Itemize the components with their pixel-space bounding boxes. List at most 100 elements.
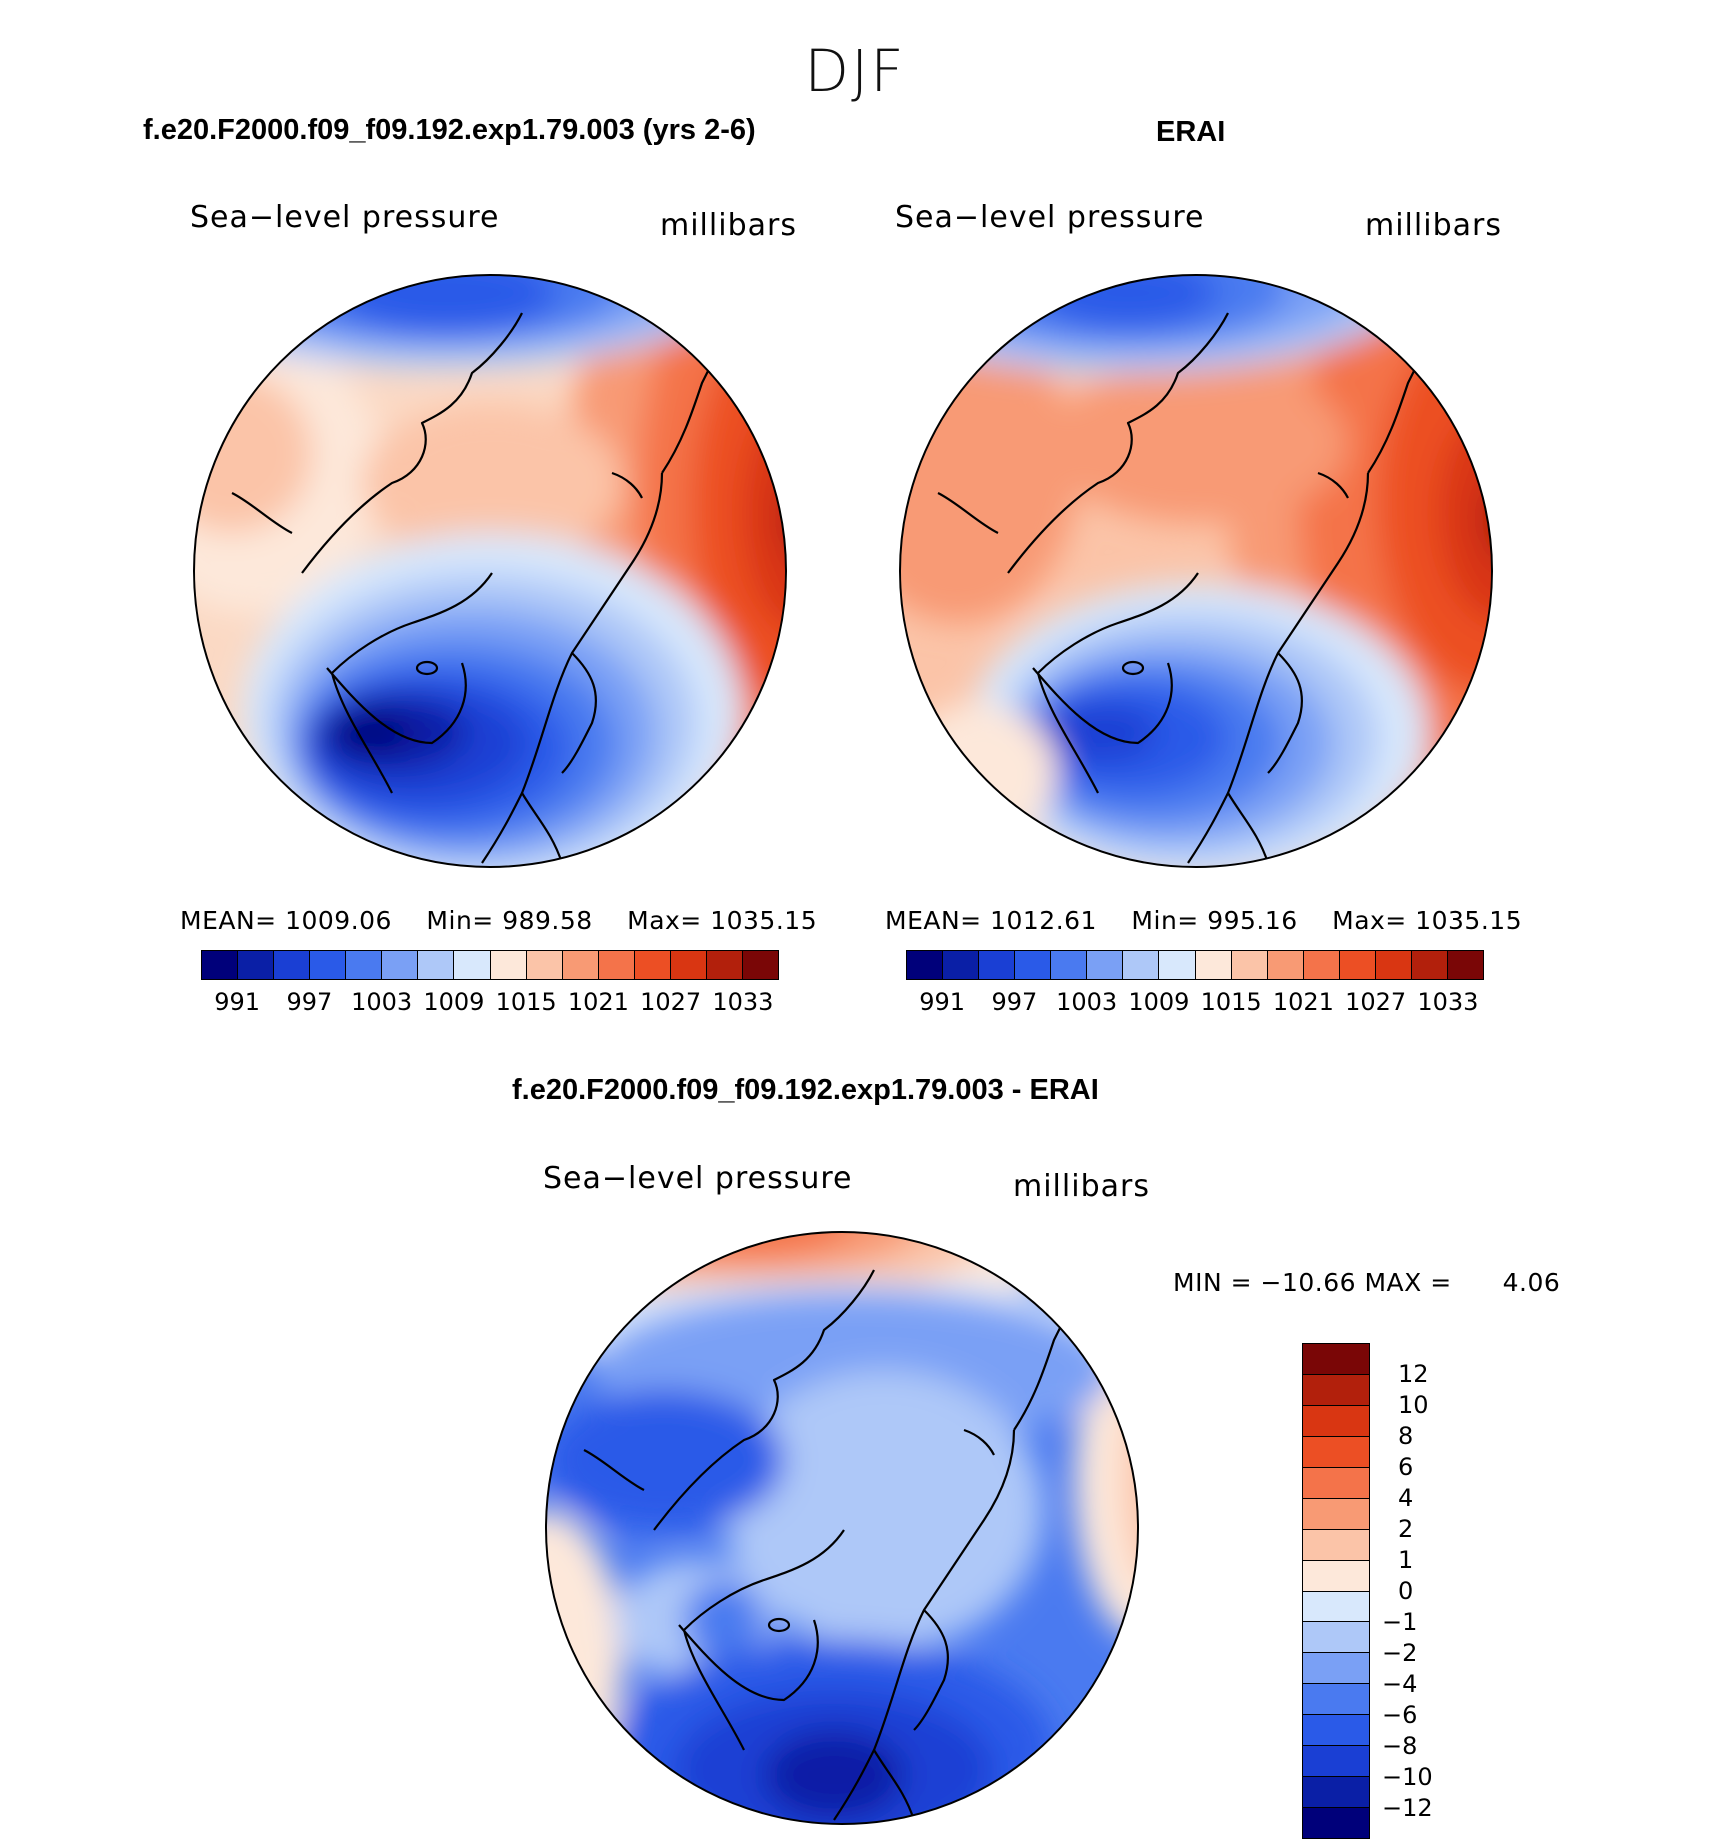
colorbar-tick-label: −4 (1382, 1670, 1418, 1698)
colorbar-swatch (1303, 1746, 1369, 1778)
stats-row: MIN = −10.66 MAX = 4.06 (1173, 1268, 1560, 1298)
colorbar-swatch (1231, 951, 1268, 979)
min-value: −10.66 (1260, 1268, 1357, 1297)
colorbar-swatch (310, 951, 347, 979)
colorbar-tick-label: 1003 (351, 988, 413, 1016)
colorbar-swatch (1303, 951, 1340, 979)
colorbar-swatch (1303, 1560, 1369, 1592)
colorbar-tick-label: 8 (1398, 1422, 1414, 1450)
colorbar-swatch (670, 951, 707, 979)
colorbar-tick-label: 1027 (1345, 988, 1407, 1016)
mean-label: MEAN= (180, 906, 277, 935)
colorbar-swatch (202, 951, 239, 979)
colorbar-tick-label: 997 (991, 988, 1038, 1016)
colorbar-tick-label: 0 (1398, 1577, 1414, 1605)
units-label: millibars (1013, 1169, 1150, 1204)
colorbar (906, 950, 1484, 980)
colorbar-tick-label: 1009 (1128, 988, 1190, 1016)
colorbar-tick-label: 12 (1398, 1360, 1429, 1388)
colorbar-tick-label: 1009 (423, 988, 485, 1016)
units-label: millibars (1365, 208, 1502, 243)
variable-name: Sea−level pressure (190, 200, 500, 235)
colorbar-swatch (238, 951, 275, 979)
colorbar-swatch (1303, 1684, 1369, 1716)
colorbar-swatch (1303, 1344, 1369, 1375)
colorbar-tick-label: −2 (1382, 1639, 1418, 1667)
colorbar-swatch (1087, 951, 1124, 979)
variable-name: Sea−level pressure (543, 1161, 853, 1196)
colorbar-swatch (1267, 951, 1304, 979)
colorbar-swatch (1303, 1591, 1369, 1623)
colorbar-tick-label: 1015 (1200, 988, 1262, 1016)
colorbar-swatch (526, 951, 563, 979)
polar-map (899, 274, 1493, 868)
mean-value: 1009.06 (285, 906, 392, 935)
colorbar-swatch (907, 951, 944, 979)
max-label: Max= (1332, 906, 1407, 935)
stats-row: MEAN= 1009.06 Min= 989.58 Max= 1035.15 (180, 906, 817, 936)
colorbar-swatch (1303, 1808, 1369, 1838)
colorbar-tick-label: −1 (1382, 1608, 1418, 1636)
colorbar-swatch (1339, 951, 1376, 979)
colorbar-tick-label: −12 (1382, 1794, 1433, 1822)
colorbar (201, 950, 779, 980)
colorbar-tick-label: 4 (1398, 1484, 1414, 1512)
colorbar-swatch (1303, 1777, 1369, 1809)
colorbar-swatch (454, 951, 491, 979)
colorbar-tick-label: 997 (286, 988, 333, 1016)
panel-title: f.e20.F2000.f09_f09.192.exp1.79.003 - ER… (512, 1074, 1099, 1106)
colorbar-swatch (1303, 1498, 1369, 1530)
colorbar-swatch (1447, 951, 1483, 979)
colorbar-swatch (382, 951, 419, 979)
colorbar-tick-label: −6 (1382, 1701, 1418, 1729)
min-label: MIN = (1173, 1268, 1253, 1297)
colorbar-swatch (562, 951, 599, 979)
colorbar-swatch (1411, 951, 1448, 979)
colorbar-swatch (1303, 1715, 1369, 1747)
colorbar-swatch (1195, 951, 1232, 979)
colorbar-tick-label: 1033 (712, 988, 774, 1016)
colorbar-swatch (634, 951, 671, 979)
colorbar-tick-label: 1 (1398, 1546, 1414, 1574)
colorbar-swatch (418, 951, 455, 979)
colorbar-tick-label: 2 (1398, 1515, 1414, 1543)
colorbar-tick-label: −10 (1382, 1763, 1433, 1791)
units-label: millibars (660, 208, 797, 243)
variable-name: Sea−level pressure (895, 200, 1205, 235)
min-label: Min= (1131, 906, 1199, 935)
figure-season-title: DJF (804, 37, 906, 105)
mean-value: 1012.61 (990, 906, 1097, 935)
colorbar-tick-label: 1027 (640, 988, 702, 1016)
min-value: 989.58 (502, 906, 593, 935)
colorbar-tick-label: 1033 (1417, 988, 1479, 1016)
polar-map (545, 1231, 1139, 1825)
colorbar-swatch (1159, 951, 1196, 979)
colorbar-swatch (742, 951, 778, 979)
colorbar-tick-label: −8 (1382, 1732, 1418, 1760)
max-label: Max= (627, 906, 702, 935)
colorbar-swatch (1303, 1622, 1369, 1654)
colorbar-tick-label: 1021 (567, 988, 629, 1016)
colorbar-swatch (706, 951, 743, 979)
colorbar-swatch (1015, 951, 1052, 979)
colorbar-swatch (979, 951, 1016, 979)
mean-label: MEAN= (885, 906, 982, 935)
colorbar-tick-label: 991 (214, 988, 261, 1016)
colorbar-labels: 991 997 1003 1009 1015 1021 1027 1033 (201, 988, 779, 1018)
colorbar-labels: 991 997 1003 1009 1015 1021 1027 1033 (906, 988, 1484, 1018)
max-value: 1035.15 (710, 906, 818, 935)
stats-row: MEAN= 1012.61 Min= 995.16 Max= 1035.15 (885, 906, 1522, 936)
colorbar-swatch (1051, 951, 1088, 979)
colorbar-swatch (346, 951, 383, 979)
colorbar-tick-label: 10 (1398, 1391, 1429, 1419)
colorbar-tick-label: 1015 (495, 988, 557, 1016)
colorbar-swatch (1303, 1653, 1369, 1685)
colorbar-tick-label: 991 (919, 988, 966, 1016)
colorbar-swatch (490, 951, 527, 979)
colorbar-swatch (1375, 951, 1412, 979)
colorbar-swatch (1123, 951, 1160, 979)
colorbar-swatch (1303, 1374, 1369, 1406)
max-label: MAX = (1364, 1268, 1452, 1297)
colorbar-swatch (1303, 1405, 1369, 1437)
colorbar-swatch (598, 951, 635, 979)
